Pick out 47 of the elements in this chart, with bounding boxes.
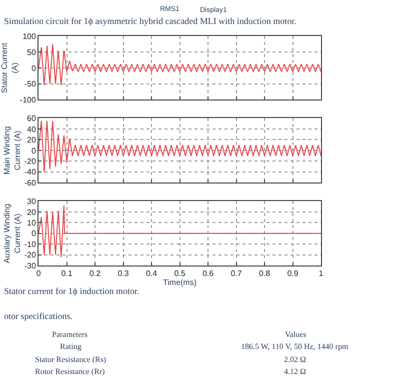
text: 2.02 Ω bbox=[284, 355, 306, 364]
text: 4.12 Ω bbox=[284, 367, 306, 376]
x-tick-label: 0.5 bbox=[174, 269, 186, 278]
text: Parameters bbox=[52, 330, 88, 339]
x-tick-label: 0.3 bbox=[118, 269, 130, 278]
y-tick-label: -50 bbox=[24, 80, 36, 89]
x-tick-label: 0.1 bbox=[61, 269, 73, 278]
line-series bbox=[38, 44, 322, 86]
y-tick-label: -30 bbox=[24, 261, 36, 270]
text: Rating bbox=[60, 342, 82, 351]
y-tick-label: 30 bbox=[27, 197, 36, 206]
y-tick-label: 10 bbox=[27, 218, 36, 228]
x-tick-label: 1 bbox=[318, 269, 324, 278]
y-tick-label: 60 bbox=[27, 114, 36, 124]
text: Stator current for 1ϕ induction motor. bbox=[4, 286, 140, 296]
y-tick-label: 0 bbox=[31, 64, 36, 73]
y-axis-title: Auxilary Winding Current (A) bbox=[2, 204, 22, 264]
text: Values bbox=[285, 330, 306, 339]
x-tick-label: 0.2 bbox=[89, 269, 102, 278]
text: otor specifications. bbox=[4, 311, 72, 321]
text: Rotor Resistance (Rr) bbox=[35, 367, 106, 376]
y-tick-label: 40 bbox=[27, 124, 36, 134]
y-tick-label: 0 bbox=[31, 146, 36, 156]
x-tick-label: 0.7 bbox=[230, 269, 242, 278]
y-tick-label: -10 bbox=[24, 240, 36, 249]
y-tick-label: 50 bbox=[27, 48, 36, 57]
y-tick-label: 0 bbox=[31, 229, 36, 238]
text: Stator Resistance (Rs) bbox=[35, 355, 106, 364]
x-tick-label: 0.9 bbox=[287, 269, 299, 278]
y-axis-title: Main Winding Current (A) bbox=[2, 126, 22, 175]
line-series bbox=[38, 120, 322, 172]
y-tick-label: -20 bbox=[24, 250, 36, 260]
line-series bbox=[38, 205, 322, 258]
y-tick-label: -60 bbox=[24, 178, 36, 188]
y-axis-title: Stator Current (A) bbox=[0, 42, 20, 94]
x-tick-label: 0.6 bbox=[202, 269, 214, 278]
x-axis-title: Time(ms) bbox=[163, 278, 197, 288]
text: Simulation circuit for 1ϕ asymmetric hybrid cascaded MLI with induction motor. bbox=[4, 16, 296, 26]
y-tick-label: 100 bbox=[22, 32, 36, 42]
y-tick-label: -20 bbox=[24, 156, 36, 166]
y-tick-label: -40 bbox=[24, 168, 36, 177]
y-tick-label: 20 bbox=[27, 208, 36, 217]
y-tick-label: 20 bbox=[27, 136, 36, 144]
x-tick-label: 0.4 bbox=[146, 269, 158, 278]
x-tick-label: 0.8 bbox=[258, 269, 271, 278]
y-tick-label: -100 bbox=[20, 95, 36, 104]
text: 186.5 W, 110 V, 50 Hz, 1440 rpm bbox=[241, 342, 349, 351]
